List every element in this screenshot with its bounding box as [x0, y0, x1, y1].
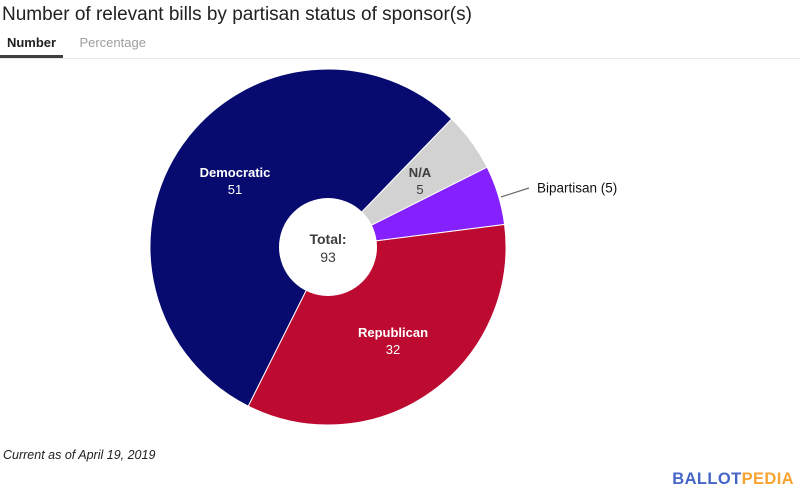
- chart-title: Number of relevant bills by partisan sta…: [2, 4, 472, 25]
- tab-number[interactable]: Number: [0, 28, 63, 58]
- ballotpedia-logo: BALLOTPEDIA: [672, 470, 794, 489]
- bipartisan-leader-line: [500, 187, 530, 198]
- logo-ballot: BALLOT: [672, 470, 742, 488]
- view-tabbar: Number Percentage: [0, 28, 800, 59]
- pie-slice-republican[interactable]: [247, 223, 507, 426]
- tab-percentage[interactable]: Percentage: [79, 35, 146, 50]
- current-as-of-note: Current as of April 19, 2019: [3, 448, 156, 462]
- donut-hole: [279, 198, 377, 296]
- bipartisan-callout-label: Bipartisan (5): [537, 180, 618, 196]
- logo-pedia: PEDIA: [741, 470, 794, 488]
